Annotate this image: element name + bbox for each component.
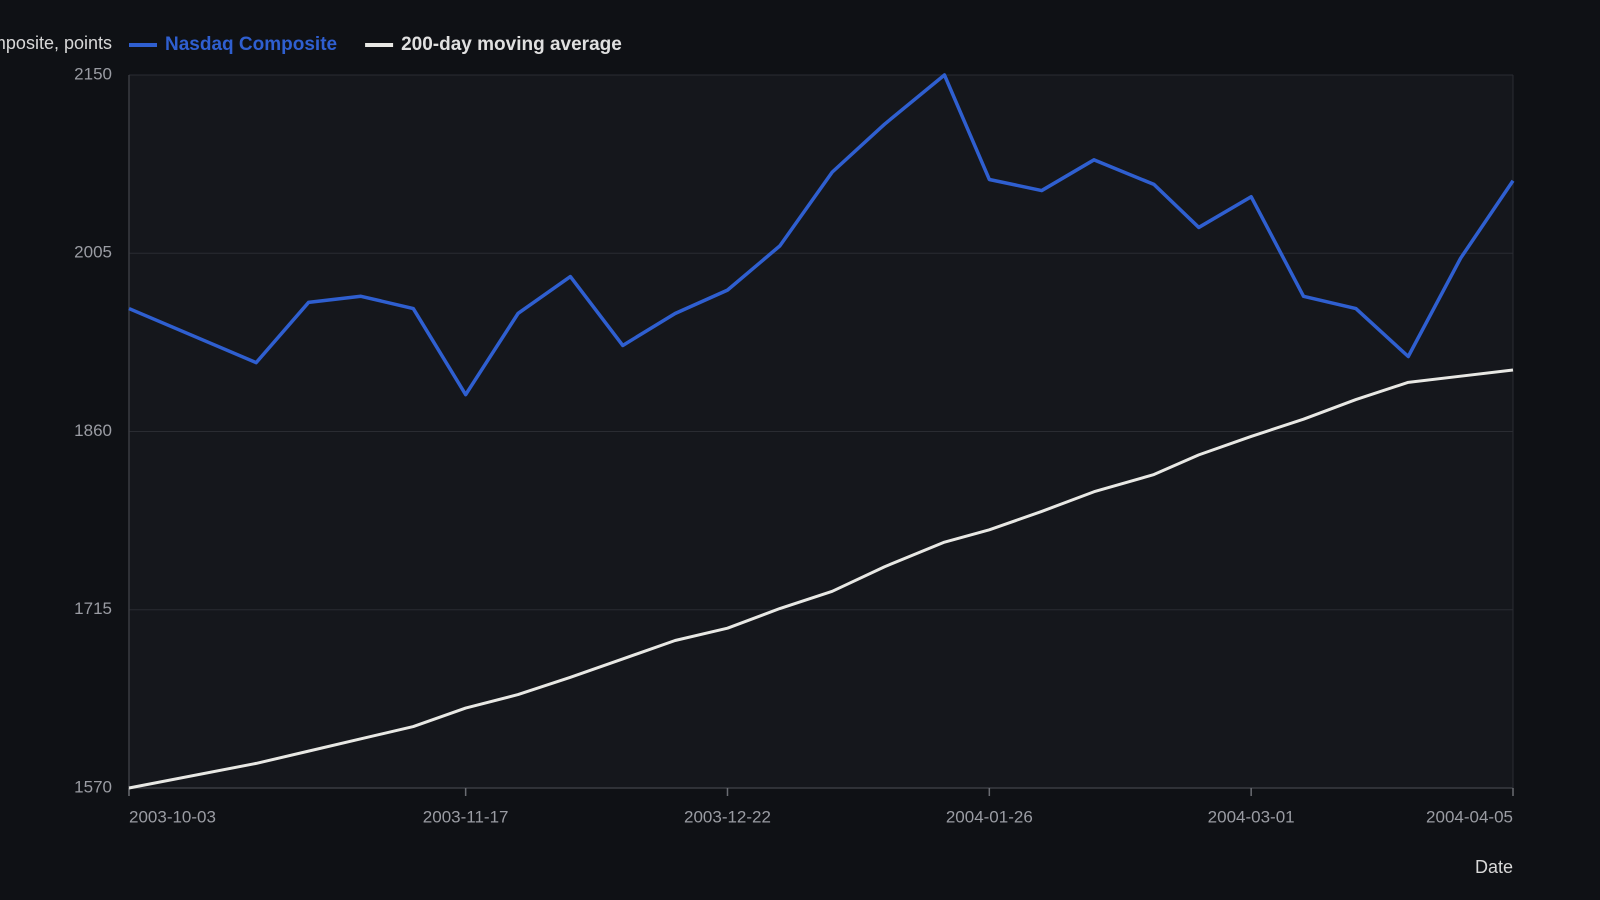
x-tick-label: 2003-11-17 [423, 807, 509, 826]
x-tick-label: 2003-12-22 [684, 807, 771, 826]
x-tick-label: 2004-04-05 [1426, 807, 1513, 826]
x-tick-label: 2003-10-03 [129, 807, 216, 826]
y-tick-label: 1570 [74, 777, 112, 796]
legend-label: Nasdaq Composite [165, 34, 337, 55]
y-tick-label: 2005 [74, 243, 112, 262]
y-tick-label: 1715 [74, 599, 112, 618]
x-tick-label: 2004-03-01 [1208, 807, 1295, 826]
y-tick-label: 1860 [74, 421, 112, 440]
x-tick-label: 2004-01-26 [946, 807, 1033, 826]
series-line [128, 368, 1514, 790]
series-line [128, 73, 1515, 397]
x-axis-label: Date [1475, 857, 1513, 877]
legend-label: 200-day moving average [401, 34, 622, 55]
y-axis-label: Nasdaq Composite, points [0, 33, 112, 53]
y-tick-label: 2150 [74, 64, 112, 83]
